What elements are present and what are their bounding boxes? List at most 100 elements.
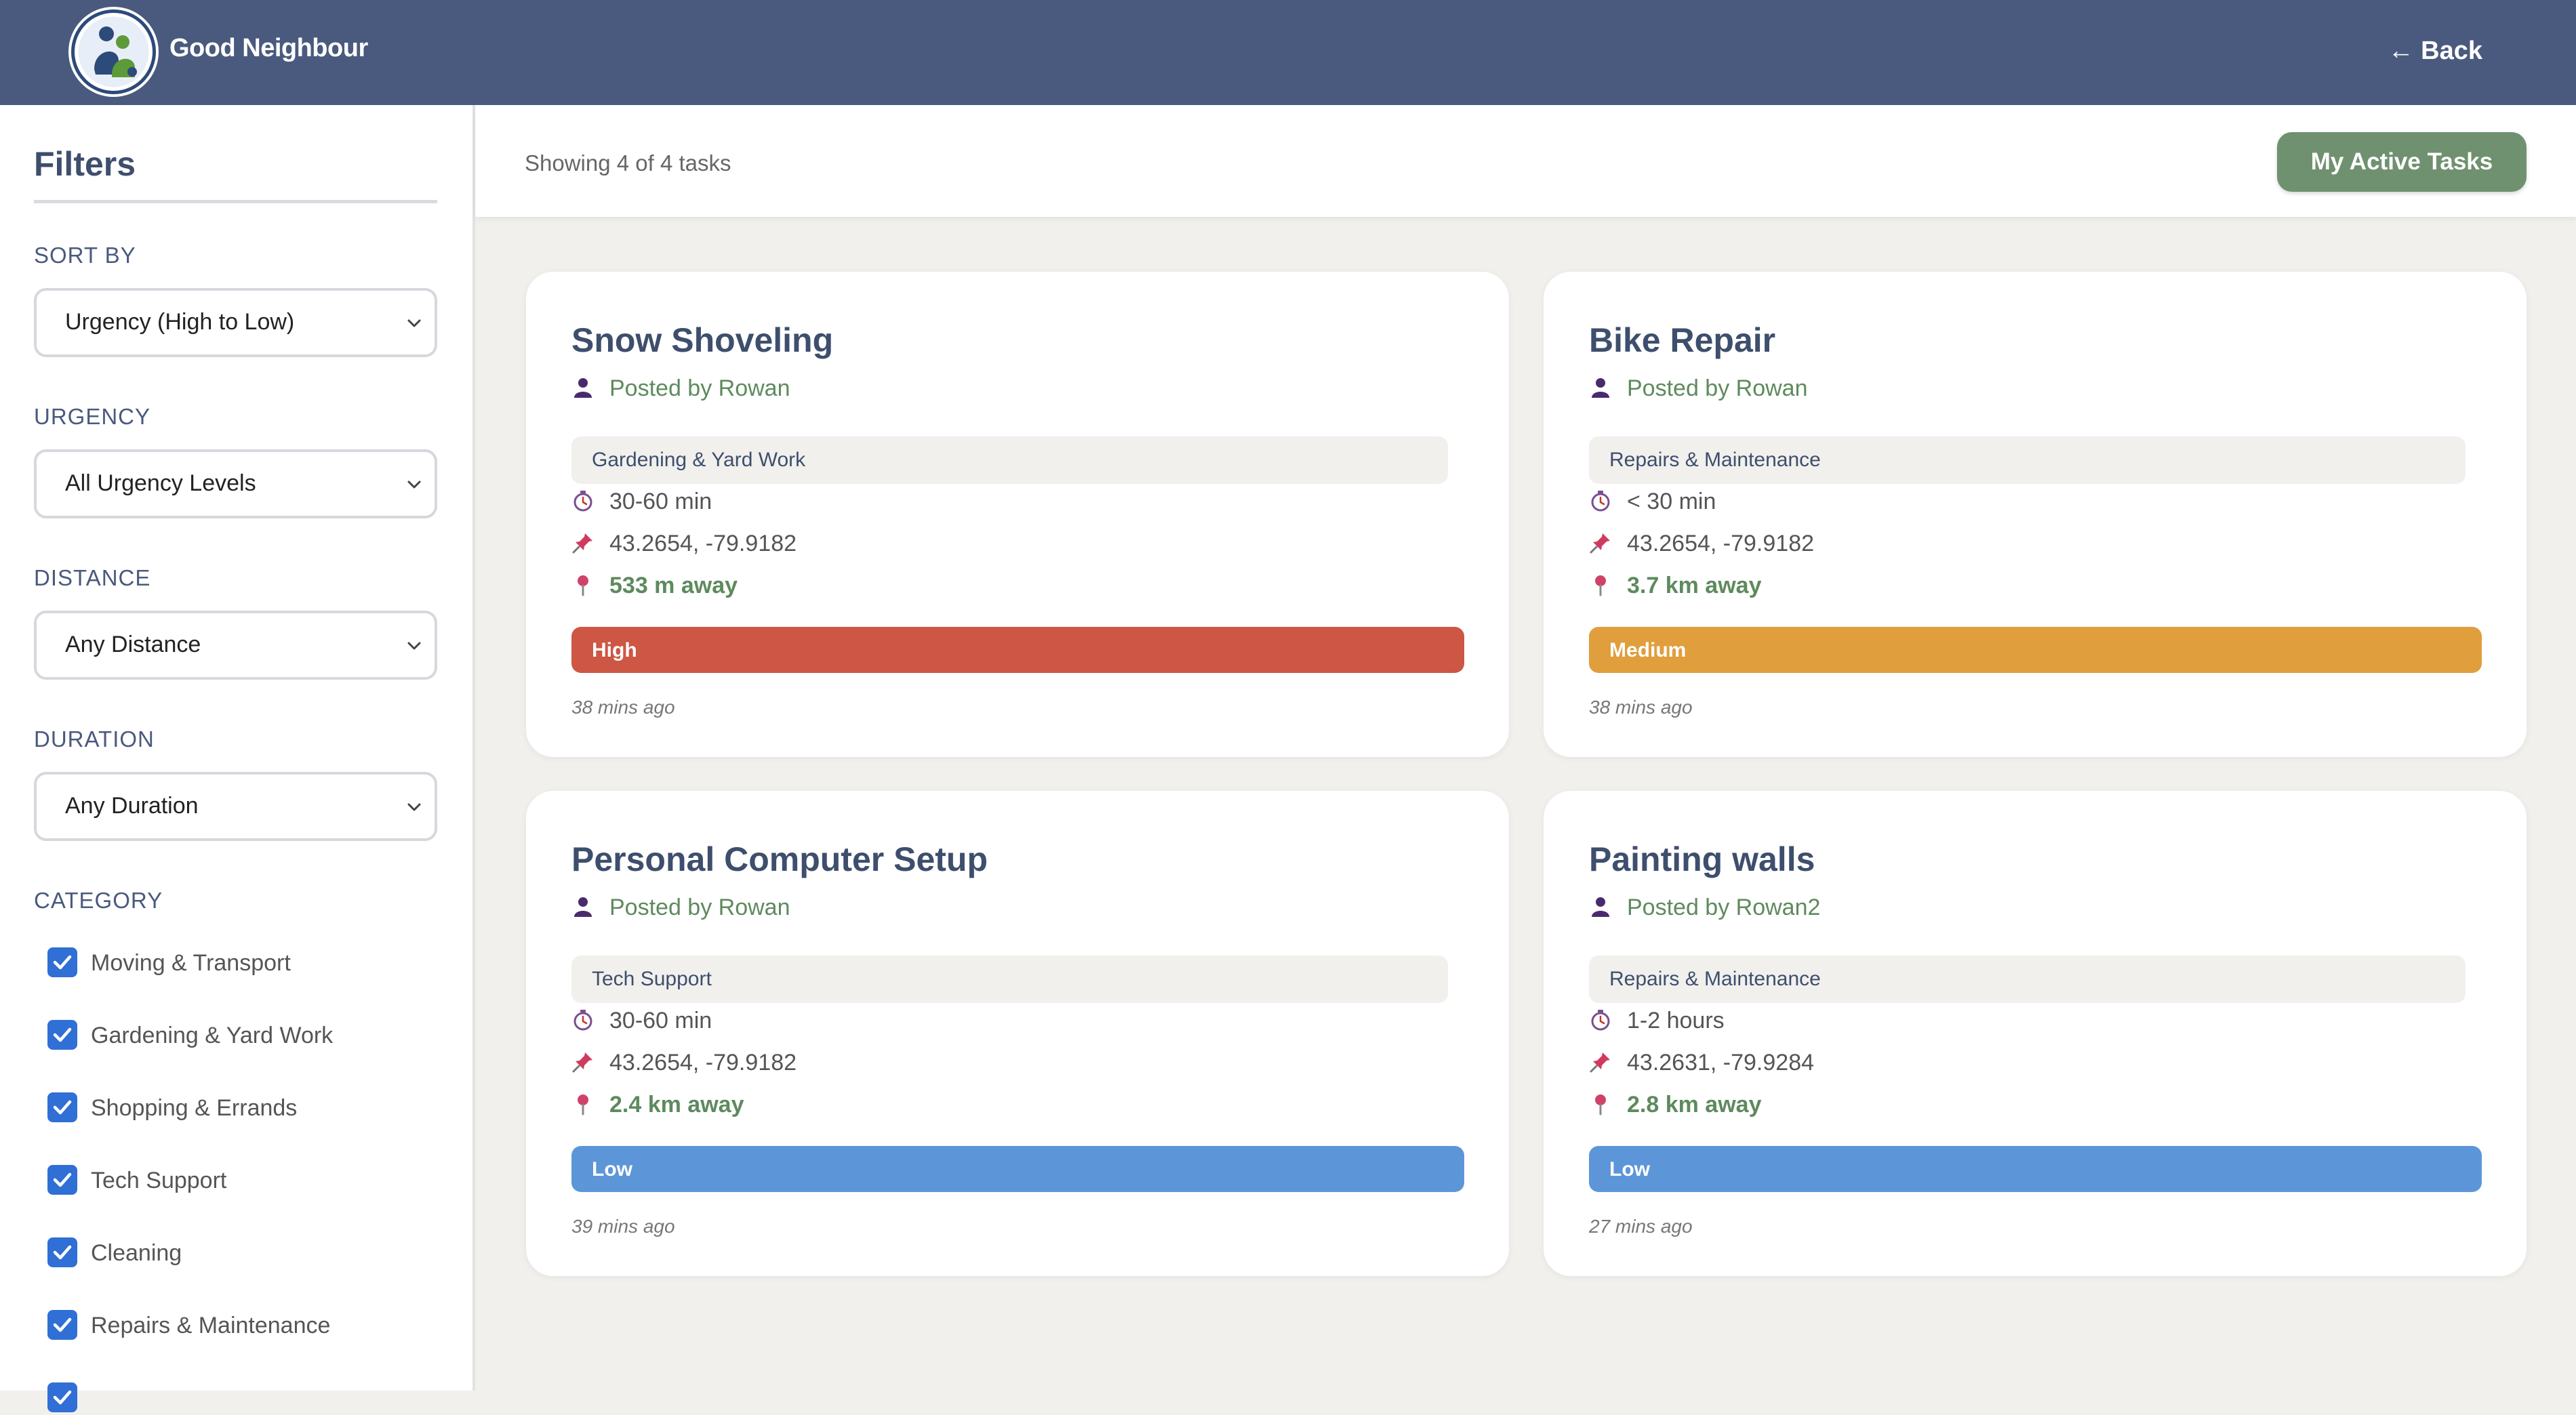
task-category: Repairs & Maintenance	[1609, 968, 1821, 990]
duration-label: DURATION	[34, 726, 155, 752]
checkmark-icon[interactable]	[47, 1237, 77, 1267]
task-category: Gardening & Yard Work	[592, 449, 806, 471]
distance-label: DISTANCE	[34, 565, 151, 590]
pushpin-icon	[1589, 531, 1612, 554]
chevron-down-icon	[402, 795, 426, 819]
duration-value: Any Duration	[65, 793, 199, 819]
sort-by-select[interactable]: Urgency (High to Low)	[34, 288, 437, 357]
task-coordinates-text: 43.2654, -79.9182	[609, 531, 797, 556]
results-toolbar: Showing 4 of 4 tasks My Active Tasks	[475, 105, 2576, 217]
distance-select[interactable]: Any Distance	[34, 611, 437, 680]
task-duration-text: 30-60 min	[609, 1008, 712, 1033]
urgency-label: Low	[1609, 1158, 1650, 1181]
task-title[interactable]: Bike Repair	[1589, 321, 1776, 359]
urgency-badge: Low	[571, 1146, 1464, 1192]
task-title[interactable]: Personal Computer Setup	[571, 840, 988, 878]
task-category-chip: Repairs & Maintenance	[1589, 436, 2466, 484]
task-title[interactable]: Painting walls	[1589, 840, 1815, 878]
urgency-value: All Urgency Levels	[65, 470, 256, 496]
task-duration-text: < 30 min	[1627, 489, 1716, 514]
task-duration-text: 1-2 hours	[1627, 1008, 1725, 1033]
urgency-label: High	[592, 639, 637, 661]
distance-value: Any Distance	[65, 632, 201, 657]
map-pin-icon	[571, 1092, 595, 1115]
category-label-tech: Tech Support	[91, 1168, 227, 1193]
urgency-label: Medium	[1609, 639, 1687, 661]
checkmark-icon[interactable]	[47, 1382, 77, 1412]
task-category: Repairs & Maintenance	[1609, 449, 1821, 471]
urgency-badge: Low	[1589, 1146, 2482, 1192]
urgency-badge: High	[571, 627, 1464, 673]
task-distance-text: 533 m away	[609, 573, 738, 598]
task-card[interactable]: Personal Computer Setup Posted by Rowan …	[526, 791, 1509, 1276]
category-label-shopping: Shopping & Errands	[91, 1095, 298, 1121]
filters-sidebar: Filters SORT BY Urgency (High to Low) UR…	[0, 105, 475, 1412]
task-category-chip: Gardening & Yard Work	[571, 436, 1448, 484]
back-button[interactable]: ← Back	[2388, 37, 2482, 65]
app-brand-name: Good Neighbour	[169, 34, 368, 62]
task-category-chip: Tech Support	[571, 956, 1448, 1003]
task-posted-time: 39 mins ago	[571, 1216, 675, 1237]
map-pin-icon	[1589, 1092, 1612, 1115]
task-card[interactable]: Bike Repair Posted by Rowan Repairs & Ma…	[1544, 272, 2527, 757]
urgency-select[interactable]: All Urgency Levels	[34, 449, 437, 518]
checkmark-icon[interactable]	[47, 1165, 77, 1195]
my-active-tasks-button[interactable]: My Active Tasks	[2277, 132, 2527, 192]
person-icon	[571, 376, 595, 399]
good-neighbour-logo[interactable]	[68, 7, 159, 97]
person-icon	[571, 895, 595, 918]
stopwatch-icon	[571, 1008, 595, 1031]
pushpin-icon	[1589, 1050, 1612, 1073]
person-icon	[1589, 895, 1612, 918]
stopwatch-icon	[1589, 489, 1612, 512]
stopwatch-icon	[571, 489, 595, 512]
task-posted-time: 38 mins ago	[571, 697, 675, 718]
duration-select[interactable]: Any Duration	[34, 772, 437, 841]
chevron-down-icon	[402, 311, 426, 335]
category-label-repairs: Repairs & Maintenance	[91, 1313, 331, 1338]
stopwatch-icon	[1589, 1008, 1612, 1031]
category-label-cleaning: Cleaning	[91, 1240, 182, 1266]
task-card[interactable]: Painting walls Posted by Rowan2 Repairs …	[1544, 791, 2527, 1276]
checkmark-icon[interactable]	[47, 947, 77, 977]
task-distance-text: 3.7 km away	[1627, 573, 1762, 598]
filters-title: Filters	[34, 145, 136, 183]
task-distance-text: 2.8 km away	[1627, 1092, 1762, 1117]
task-title[interactable]: Snow Shoveling	[571, 321, 834, 359]
task-category-chip: Repairs & Maintenance	[1589, 956, 2466, 1003]
checkmark-icon[interactable]	[47, 1092, 77, 1122]
task-duration-text: 30-60 min	[609, 489, 712, 514]
chevron-down-icon	[402, 472, 426, 497]
task-coordinates-text: 43.2654, -79.9182	[609, 1050, 797, 1075]
app-header: Good Neighbour ← Back	[0, 0, 2576, 105]
category-label: CATEGORY	[34, 888, 163, 913]
pushpin-icon	[571, 1050, 595, 1073]
map-pin-icon	[1589, 573, 1612, 596]
filters-divider	[34, 200, 437, 203]
task-coordinates-text: 43.2654, -79.9182	[1627, 531, 1815, 556]
category-label-moving: Moving & Transport	[91, 950, 291, 976]
task-category: Tech Support	[592, 968, 712, 990]
map-pin-icon	[571, 573, 595, 596]
task-poster-text: Posted by Rowan	[609, 375, 790, 401]
task-card[interactable]: Snow Shoveling Posted by Rowan Gardening…	[526, 272, 1509, 757]
urgency-label: Low	[592, 1158, 632, 1181]
urgency-label: URGENCY	[34, 404, 151, 429]
task-poster-text: Posted by Rowan	[1627, 375, 1808, 401]
task-posted-time: 27 mins ago	[1589, 1216, 1693, 1237]
person-icon	[1589, 376, 1612, 399]
results-count: Showing 4 of 4 tasks	[525, 150, 731, 176]
task-distance-text: 2.4 km away	[609, 1092, 744, 1117]
pushpin-icon	[571, 531, 595, 554]
task-posted-time: 38 mins ago	[1589, 697, 1693, 718]
checkmark-icon[interactable]	[47, 1020, 77, 1050]
category-label-gardening: Gardening & Yard Work	[91, 1023, 334, 1048]
task-poster-text: Posted by Rowan2	[1627, 895, 1821, 920]
sort-by-value: Urgency (High to Low)	[65, 309, 295, 335]
urgency-badge: Medium	[1589, 627, 2482, 673]
chevron-down-icon	[402, 634, 426, 658]
sort-by-label: SORT BY	[34, 243, 136, 268]
checkmark-icon[interactable]	[47, 1310, 77, 1340]
task-coordinates-text: 43.2631, -79.9284	[1627, 1050, 1815, 1075]
task-poster-text: Posted by Rowan	[609, 895, 790, 920]
